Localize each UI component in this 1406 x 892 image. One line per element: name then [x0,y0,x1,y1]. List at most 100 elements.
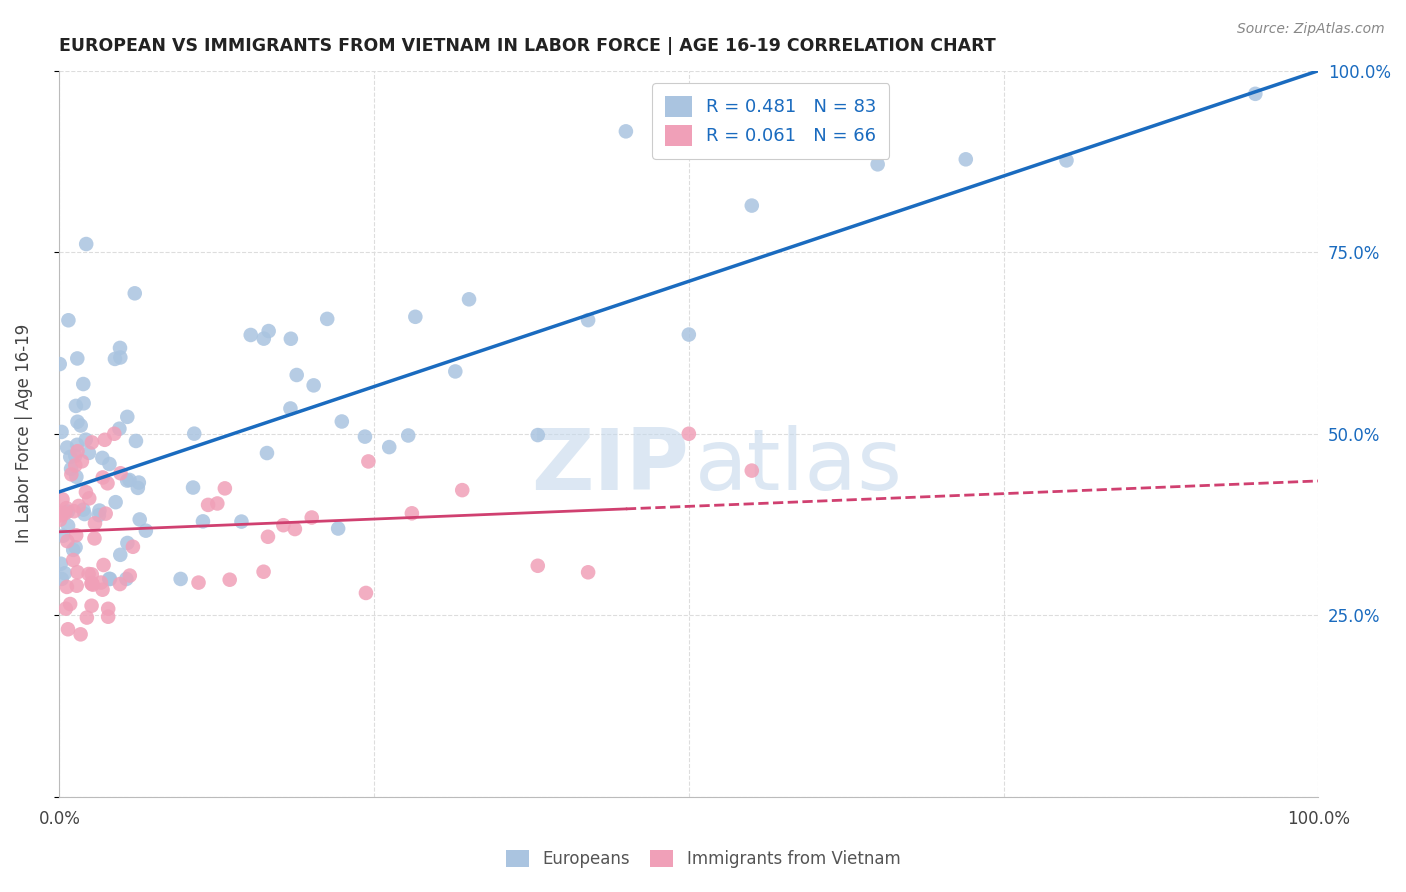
Point [98,457,121,471]
Text: Source: ZipAtlas.com: Source: ZipAtlas.com [1237,22,1385,37]
Point [55,501,77,516]
Point [75,433,97,447]
Point [103,426,125,441]
Point [97,602,120,616]
Point [284,522,307,536]
Point [214,482,236,496]
Point [197,498,219,512]
Point [60,462,83,476]
Point [183,426,205,441]
Point [316,312,339,326]
Point [80,576,103,591]
Point [65,528,87,542]
Point [66,438,89,452]
Point [330,415,353,429]
Point [63,504,86,518]
Point [66,351,89,366]
Point [108,341,131,355]
Point [69,418,91,433]
Point [526,558,548,573]
Point [108,577,131,591]
Point [357,454,380,468]
Point [59,597,82,611]
Point [378,440,401,454]
Point [91,470,114,484]
Point [56,518,79,533]
Point [302,378,325,392]
Point [53,566,76,581]
Point [280,401,302,416]
Point [82,577,104,591]
Point [256,446,278,460]
Point [285,368,308,382]
Point [125,434,148,448]
Point [231,515,253,529]
Point [117,409,139,424]
Point [91,450,114,465]
Point [115,474,138,488]
Point [65,541,87,555]
Point [55,601,77,615]
Point [66,415,89,429]
Point [354,586,377,600]
Point [218,573,240,587]
Point [104,351,127,366]
Point [257,324,280,338]
Point [124,286,146,301]
Point [51,506,73,520]
Point [72,396,94,410]
Point [66,579,89,593]
Point [110,548,132,562]
Point [53,506,76,520]
Point [56,580,79,594]
Point [66,566,89,580]
Point [65,458,87,473]
Point [62,553,84,567]
Point [955,153,977,167]
Point [90,575,112,590]
Point [117,536,139,550]
Text: atlas: atlas [695,425,903,508]
Point [83,532,105,546]
Point [118,568,141,582]
Point [80,567,103,582]
Point [404,310,426,324]
Point [67,499,90,513]
Point [56,441,79,455]
Point [115,572,138,586]
Point [741,198,763,212]
Point [49,513,72,527]
Legend: R = 0.481   N = 83, R = 0.061   N = 66: R = 0.481 N = 83, R = 0.061 N = 66 [652,84,889,159]
Point [110,467,132,481]
Point [239,328,262,343]
Point [52,529,75,543]
Point [80,577,103,591]
Point [77,491,100,506]
Point [51,572,73,586]
Point [91,582,114,597]
Point [257,530,280,544]
Point [252,565,274,579]
Point [77,567,100,582]
Point [127,481,149,495]
Point [51,508,73,523]
Point [187,575,209,590]
Point [80,599,103,613]
Point [169,572,191,586]
Point [51,492,73,507]
Point [576,566,599,580]
Point [98,572,121,586]
Point [56,534,79,549]
Text: ZIP: ZIP [531,425,689,508]
Point [273,518,295,533]
Point [741,464,763,478]
Text: EUROPEAN VS IMMIGRANTS FROM VIETNAM IN LABOR FORCE | AGE 16-19 CORRELATION CHART: EUROPEAN VS IMMIGRANTS FROM VIETNAM IN L… [59,37,995,55]
Point [451,483,474,497]
Point [122,540,145,554]
Point [77,446,100,460]
Point [84,516,107,531]
Point [678,327,700,342]
Point [253,332,276,346]
Point [401,506,423,520]
Point [458,293,481,307]
